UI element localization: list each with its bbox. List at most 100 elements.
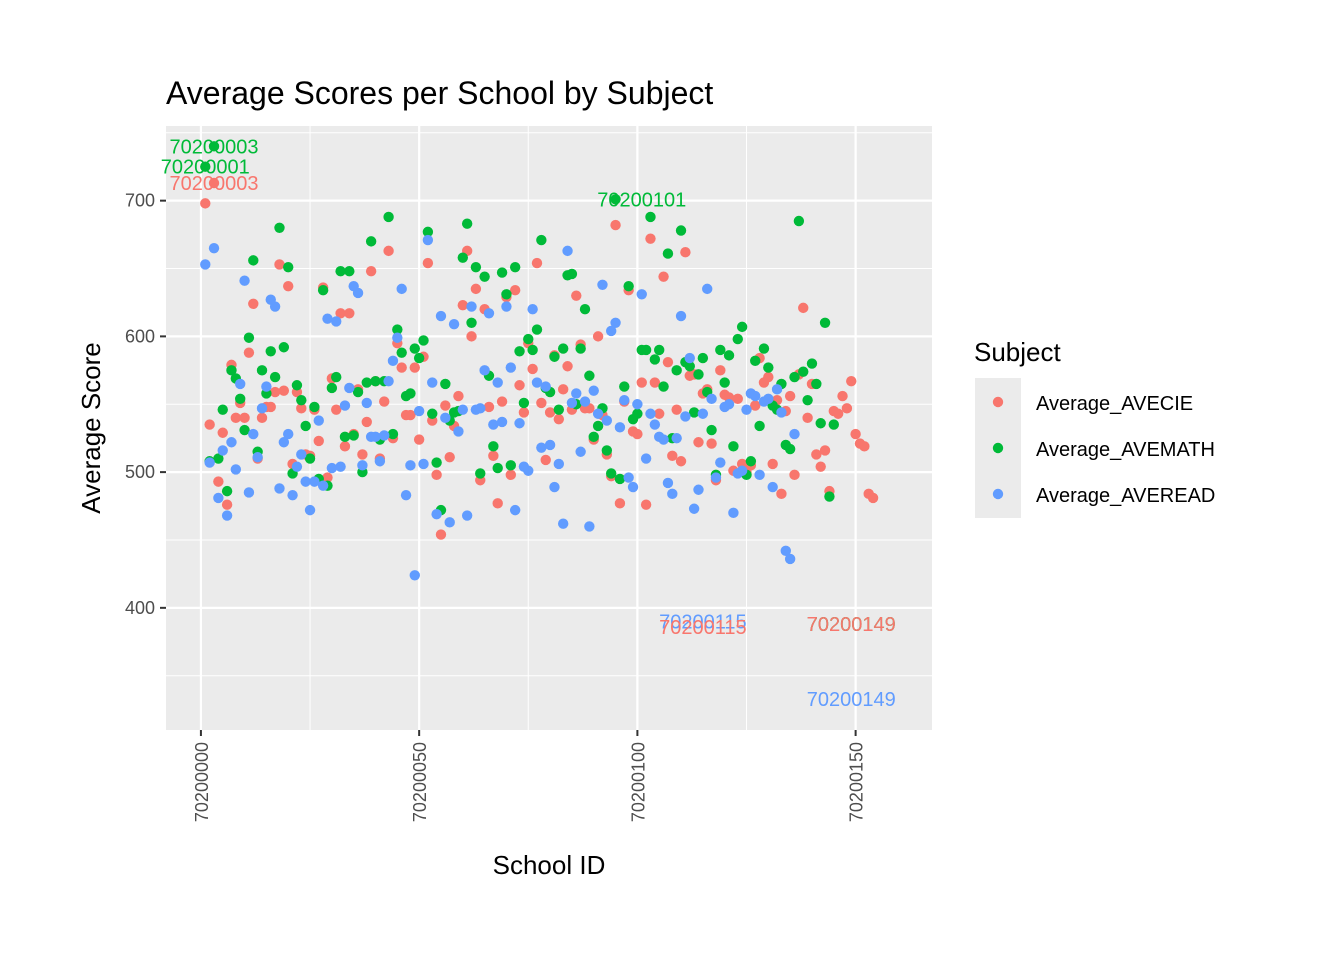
annotation-label: 70200001 [161, 157, 250, 179]
point-read [239, 275, 250, 286]
point-cie [488, 450, 499, 462]
point-cie [859, 441, 870, 452]
point-read [488, 419, 499, 430]
point-read [440, 412, 451, 424]
legend-key-read [992, 488, 1004, 500]
point-read [479, 365, 490, 376]
point-math [383, 211, 394, 223]
point-math [221, 485, 233, 497]
point-read [509, 504, 521, 516]
point-read [780, 545, 791, 557]
point-cie [850, 428, 861, 440]
point-math [549, 351, 560, 362]
point-read [784, 553, 796, 565]
point-math [619, 381, 630, 392]
point-math [370, 375, 381, 387]
point-read [588, 385, 599, 396]
point-cie [496, 396, 508, 407]
point-read [256, 403, 268, 414]
point-cie [706, 438, 717, 449]
legend-label-cie: Average_AVECIE [1036, 393, 1193, 415]
point-math [274, 222, 285, 233]
point-math [331, 371, 342, 383]
point-read [702, 283, 713, 295]
point-cie [531, 257, 543, 269]
point-read [400, 489, 412, 501]
point-cie [680, 247, 691, 258]
point-math [592, 420, 604, 432]
point-math [632, 408, 643, 419]
point-math [365, 236, 377, 247]
point-read [675, 310, 687, 322]
point-math [344, 266, 355, 277]
point-read [632, 399, 643, 410]
point-math [405, 388, 416, 399]
point-cie [322, 472, 333, 483]
point-cie [483, 401, 495, 413]
point-cie [837, 390, 848, 402]
point-math [283, 261, 294, 273]
point-read [514, 418, 525, 429]
point-read [339, 400, 351, 411]
point-read [379, 430, 390, 441]
point-cie [217, 427, 228, 438]
point-read [278, 437, 290, 448]
point-read [610, 317, 621, 329]
point-cie [654, 408, 665, 419]
point-read [750, 390, 761, 402]
point-read [658, 434, 669, 445]
point-read [584, 521, 595, 532]
point-read [413, 405, 425, 417]
point-read [776, 407, 787, 418]
point-math [675, 225, 687, 236]
chart-title: Average Scores per School by Subject [166, 75, 713, 111]
point-cie [409, 362, 420, 373]
point-read [361, 397, 372, 409]
point-math [217, 404, 228, 415]
point-read [269, 301, 281, 312]
point-cie [610, 219, 621, 231]
point-math [488, 441, 499, 452]
point-math [671, 365, 682, 376]
point-math [697, 352, 709, 364]
point-math [566, 268, 578, 280]
point-read [605, 325, 617, 337]
point-math [475, 468, 486, 479]
point-cie [562, 361, 573, 372]
point-read [431, 508, 442, 520]
point-read [422, 234, 434, 246]
point-math [693, 369, 704, 380]
point-math [226, 365, 237, 376]
point-math [815, 418, 826, 429]
point-read [789, 428, 800, 440]
point-math [470, 261, 482, 273]
point-cie [784, 390, 796, 402]
point-math [575, 343, 586, 354]
point-math [492, 462, 503, 474]
point-read [283, 428, 294, 440]
point-cie [693, 437, 704, 448]
point-read [671, 432, 682, 444]
point-math [457, 252, 468, 263]
point-read [710, 472, 722, 483]
point-read [566, 397, 578, 409]
point-read [619, 394, 630, 406]
point-read [553, 458, 565, 470]
point-read [597, 279, 608, 291]
point-read [274, 483, 285, 494]
point-read [261, 381, 272, 392]
point-read [317, 480, 329, 491]
point-read [531, 377, 543, 388]
point-cie [221, 499, 233, 510]
point-read [466, 301, 477, 312]
point-cie [278, 385, 290, 396]
point-read [418, 458, 429, 470]
point-read [300, 476, 311, 487]
point-cie [331, 404, 342, 415]
point-cie [339, 441, 351, 452]
point-read [557, 518, 569, 529]
point-math [784, 443, 796, 455]
point-cie [239, 412, 250, 424]
point-read [461, 510, 473, 521]
point-math [763, 362, 774, 373]
